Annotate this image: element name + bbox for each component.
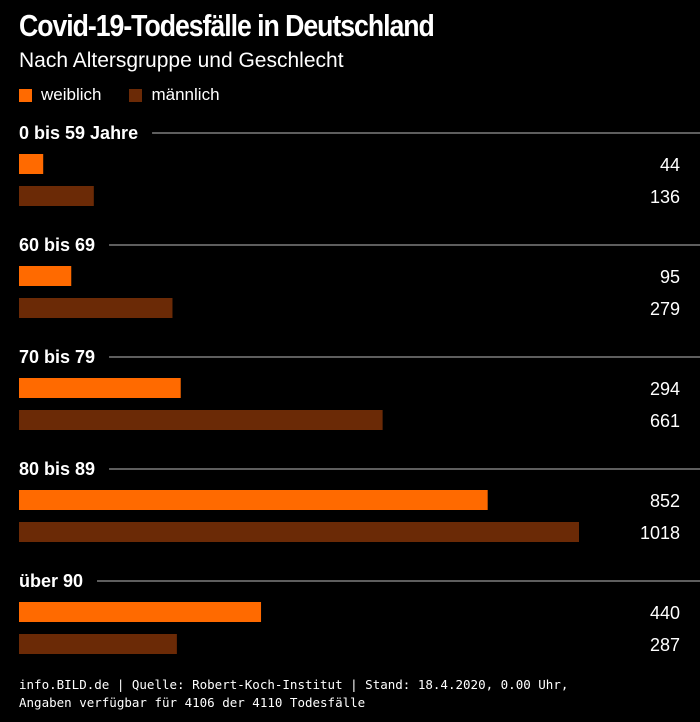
footer-line-2: Angaben verfügbar für 4106 der 4110 Tode… (19, 695, 366, 710)
bar-male (19, 634, 177, 654)
bar-male (19, 522, 579, 542)
legend-swatch-female (19, 88, 32, 102)
value-label: 95 (660, 267, 680, 287)
group-label: 0 bis 59 Jahre (19, 123, 138, 143)
bar-female (19, 266, 72, 286)
group-label: über 90 (19, 571, 83, 591)
value-label: 136 (650, 187, 680, 207)
value-label: 294 (650, 379, 680, 399)
legend-swatch-male (129, 88, 143, 102)
value-label: 661 (650, 411, 680, 431)
bar-female (19, 378, 181, 398)
bar-female (19, 490, 488, 510)
value-label: 852 (650, 491, 680, 511)
chart-title: Covid-19-Todesfälle in Deutschland (19, 8, 435, 43)
source-footer: info.BILD.de | Quelle: Robert-Koch-Insti… (19, 676, 568, 712)
value-label: 44 (660, 155, 680, 175)
group-label: 70 bis 79 (19, 347, 95, 367)
bar-female (19, 154, 44, 174)
value-label: 1018 (640, 523, 680, 543)
bar-male (19, 186, 94, 206)
bar-chart: 0 bis 59 Jahre 44 136 60 bis 69 95 279 70 bis … (19, 123, 700, 655)
legend-item-male: männlich (129, 85, 220, 105)
legend-label-male: männlich (151, 85, 220, 104)
group-label: 80 bis 89 (19, 459, 95, 479)
value-label: 279 (650, 299, 680, 319)
bar-female (19, 602, 262, 622)
value-label: 287 (650, 635, 680, 655)
legend-item-female: weiblich (19, 85, 101, 105)
legend-label-female: weiblich (41, 85, 102, 104)
value-label: 440 (650, 603, 680, 623)
legend: weiblich männlich (19, 85, 248, 105)
group-label: 60 bis 69 (19, 235, 95, 255)
bar-male (19, 410, 383, 430)
bar-male (19, 298, 173, 318)
footer-line-1: info.BILD.de | Quelle: Robert-Koch-Insti… (19, 677, 569, 692)
chart-subtitle: Nach Altersgruppe und Geschlecht (19, 49, 344, 72)
